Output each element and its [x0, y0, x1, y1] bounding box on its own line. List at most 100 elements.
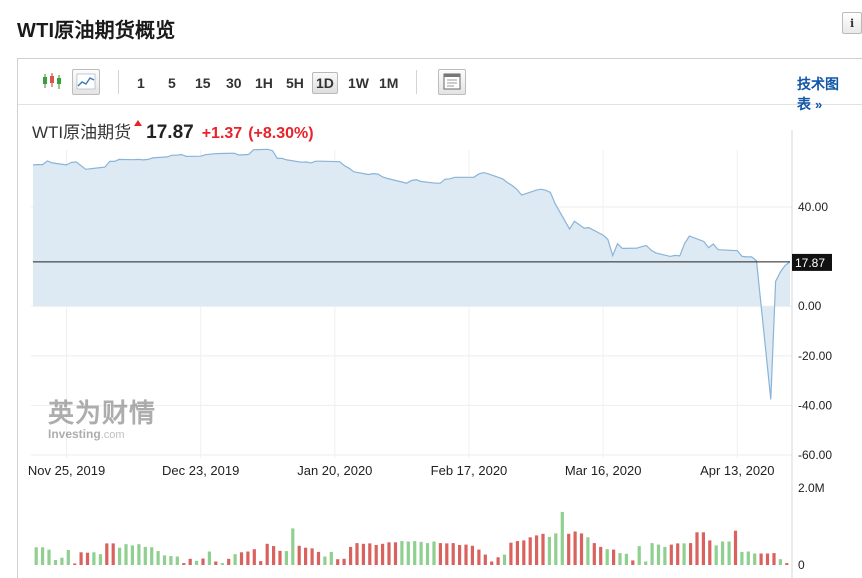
volume-bar — [695, 532, 699, 565]
current-price-tag — [792, 253, 832, 271]
volume-bar — [676, 543, 680, 565]
volume-bar — [740, 551, 744, 565]
price-change: +1.37 — [201, 125, 243, 142]
volume-bar — [547, 536, 551, 565]
volume-tick-label: 0 — [798, 558, 805, 572]
volume-bar — [329, 551, 333, 565]
volume-bar — [291, 528, 295, 565]
timeframe-1m[interactable]: 1M — [379, 75, 399, 91]
volume-bar — [214, 561, 218, 565]
x-axis-tick-label: Feb 17, 2020 — [431, 463, 508, 478]
volume-bar — [400, 541, 404, 565]
x-axis-tick-label: Dec 23, 2019 — [162, 463, 239, 478]
chart-toolbar: 1 5 15 30 1H 5H 1D 1W 1M 技术图表» — [18, 59, 862, 112]
volume-bar — [143, 546, 147, 565]
volume-bar — [349, 546, 353, 565]
timeframe-15[interactable]: 15 — [195, 75, 211, 91]
watermark-logo: 英为财情 Investing.com — [48, 400, 156, 441]
volume-bar — [297, 545, 301, 566]
x-axis-tick-label: Jan 20, 2020 — [297, 463, 372, 478]
volume-bar — [361, 543, 365, 565]
technical-chart-link[interactable]: 技术图表» — [797, 74, 862, 114]
volume-bar — [175, 556, 179, 565]
volume-bar — [727, 541, 731, 565]
volume-bar — [650, 543, 654, 565]
timeframe-30[interactable]: 30 — [226, 75, 242, 91]
volume-bar — [60, 557, 64, 565]
line-chart-icon[interactable] — [72, 69, 100, 95]
volume-bar — [765, 553, 770, 565]
volume-bar — [483, 554, 487, 565]
volume-bar — [201, 558, 205, 565]
volume-bar — [567, 533, 571, 565]
volume-bar — [528, 537, 532, 565]
volume-bar — [541, 533, 545, 565]
volume-bar — [233, 554, 237, 565]
volume-bar — [227, 558, 231, 565]
timeframe-5[interactable]: 5 — [168, 75, 176, 91]
volume-bar — [721, 541, 725, 565]
last-price: 17.87 — [146, 122, 194, 143]
x-axis-tick-label: Nov 25, 2019 — [28, 463, 105, 478]
timeframe-1d[interactable]: 1D — [312, 72, 338, 94]
volume-bar — [586, 537, 590, 565]
volume-bar — [579, 533, 584, 565]
volume-bar — [47, 549, 51, 565]
volume-bar — [708, 540, 712, 565]
timeframe-1[interactable]: 1 — [137, 75, 145, 91]
volume-bar — [496, 557, 500, 565]
volume-bar — [105, 543, 109, 565]
volume-bar — [554, 533, 558, 565]
timeframe-1h[interactable]: 1H — [255, 75, 273, 91]
volume-bar — [92, 552, 96, 565]
volume-bar — [342, 558, 346, 565]
volume-bar — [644, 561, 648, 565]
volume-bar — [624, 553, 628, 565]
volume-bar — [98, 554, 102, 565]
info-icon: i — [850, 17, 855, 30]
volume-bar — [156, 551, 160, 565]
volume-bar — [419, 541, 423, 565]
volume-bar — [66, 550, 70, 565]
volume-bar — [323, 556, 327, 565]
toolbar-divider — [118, 70, 119, 94]
watermark-en: Investing — [48, 427, 101, 441]
y-axis-tick-label: -40.00 — [798, 398, 832, 412]
volume-bar — [490, 561, 494, 565]
y-axis-tick-label: 40.00 — [798, 200, 828, 214]
page-title: WTI原油期货概览 — [17, 20, 176, 42]
volume-bar — [502, 554, 507, 565]
y-axis-tick-label: 0.00 — [798, 299, 822, 313]
volume-bar — [246, 551, 250, 565]
volume-bar — [682, 543, 686, 565]
fullscreen-icon[interactable] — [438, 69, 466, 95]
watermark-cn: 英为财情 — [48, 399, 157, 429]
volume-bar — [656, 544, 661, 565]
volume-bar — [169, 556, 173, 565]
y-axis-tick-label: -60.00 — [798, 448, 832, 462]
volume-bar — [637, 546, 641, 565]
volume-bar — [464, 544, 468, 565]
volume-bar — [124, 544, 128, 565]
volume-bar — [535, 535, 539, 565]
timeframe-5h[interactable]: 5H — [286, 75, 304, 91]
volume-bar — [759, 553, 763, 565]
timeframe-1w[interactable]: 1W — [348, 75, 369, 91]
volume-bar — [522, 540, 526, 565]
volume-bar — [137, 544, 141, 565]
volume-bar — [509, 542, 513, 565]
volume-bar — [368, 543, 372, 565]
volume-bar — [79, 552, 83, 565]
volume-bar — [393, 542, 398, 565]
candlestick-icon[interactable] — [38, 69, 66, 95]
volume-bar — [612, 549, 616, 565]
volume-bar — [73, 563, 77, 565]
volume-bar — [284, 551, 288, 565]
double-chevron-right-icon: » — [815, 97, 823, 112]
volume-bar — [714, 545, 718, 565]
volume-bar — [425, 543, 430, 565]
volume-bar — [316, 551, 321, 565]
volume-bar — [451, 543, 455, 565]
volume-bar — [477, 549, 481, 565]
